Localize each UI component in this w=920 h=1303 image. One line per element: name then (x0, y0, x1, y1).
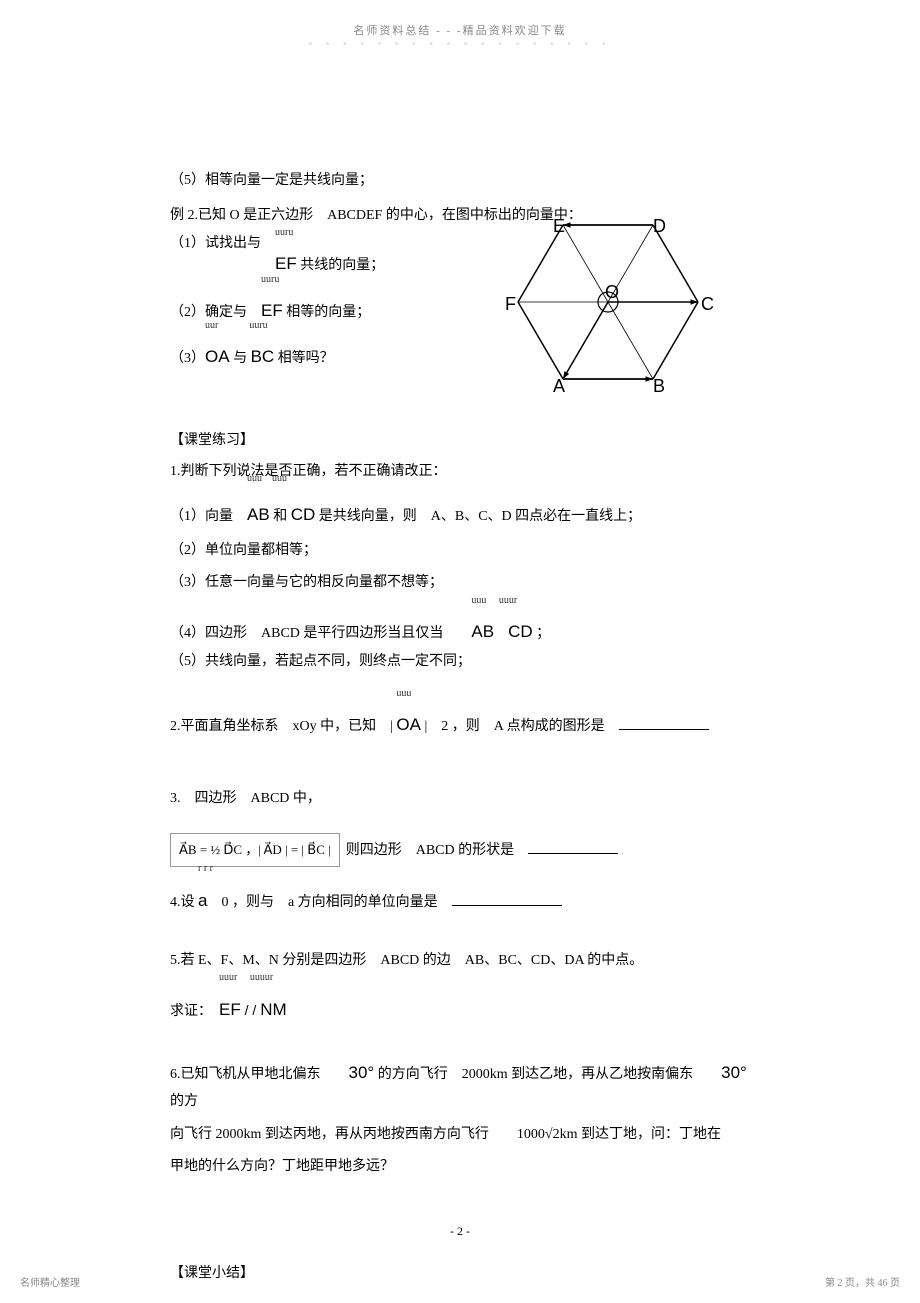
q1-title: 1.判断下列说法是否正确，若不正确请改正： （1）向量 uuu uuu (170, 463, 760, 499)
q6-l2: 向飞行 2000km 到达丙地，再从丙地按西南方向飞行 1000√2km 到达丁… (170, 1122, 760, 1149)
q1-2: （2）单位向量都相等； (170, 538, 760, 565)
page-header: 名师资料总结 - - -精品资料欢迎下载 - - - - - - - - - -… (0, 0, 920, 48)
footer-left: 名师精心整理 (20, 1274, 80, 1289)
svg-text:A: A (553, 376, 565, 396)
svg-text:E: E (553, 216, 565, 236)
q1-4: （4）四边形 ABCD 是平行四边形当且仅当 uuu uuur （4）四边形 A… (170, 603, 760, 643)
blank-line (619, 729, 709, 730)
blank-line (528, 853, 618, 854)
page-content: （5）相等向量一定是共线向量； 例 2.已知 O 是正六边形 ABCDEF 的中… (0, 48, 920, 1287)
q3: 3. 四边形 ABCD 中， (170, 786, 760, 813)
vec-ann: uuru (239, 320, 267, 331)
hexagon-figure: E D F O C A B (505, 210, 735, 410)
vec-ann: uur (205, 320, 218, 331)
svg-text:D: D (653, 216, 666, 236)
q4: 4.设 r r r 4.设 a 0 ，则与 a 方向相同的单位向量是 (170, 871, 760, 911)
q5-l2: 求证： uuur uuuur 求证： EF / / NM (170, 980, 760, 1020)
header-dots: - - - - - - - - - - - - - - - - - - (0, 38, 920, 48)
svg-text:F: F (505, 294, 516, 314)
vec-ann: uuu uuur (471, 595, 517, 606)
section-practice: 【课堂练习】 (170, 428, 760, 455)
footer-right: 第 2 页，共 46 页 (825, 1274, 900, 1289)
vec-ann: uuu uuu (247, 473, 287, 484)
vec-ann: uuur uuuur (219, 972, 273, 983)
q1-1: （1）向量 AB 和 CD 是共线向量，则 A、B、C、D 四点必在一直线上； (170, 499, 760, 531)
blank-line (452, 905, 562, 906)
svg-text:O: O (605, 282, 619, 302)
hexagon-svg: E D F O C A B (505, 210, 735, 410)
vec-ann: uuu (396, 688, 411, 699)
formula-box: A⃗B = ½ D⃗C ，| A⃗D | = | B⃗C | (170, 833, 340, 868)
q6-l3: 甲地的什么方向？丁地距甲地多远？ (170, 1154, 760, 1181)
q3-formula-line: A⃗B = ½ D⃗C ，| A⃗D | = | B⃗C |则四边形 ABCD … (170, 833, 760, 868)
vec-ann: r r r (198, 863, 213, 874)
svg-text:B: B (653, 376, 665, 396)
q5-l1: 5.若 E、F、M、N 分别是四边形 ABCD 的边 AB、BC、CD、DA 的… (170, 948, 760, 975)
svg-text:C: C (701, 294, 714, 314)
q6-l1: 6.已知飞机从甲地北偏东 30° 的方向飞行 2000km 到达乙地，再从乙地按… (170, 1057, 760, 1116)
header-title: 名师资料总结 - - -精品资料欢迎下载 (0, 22, 920, 38)
section-summary: 【课堂小结】 (170, 1261, 760, 1288)
q2: 2.平面直角坐标系 xOy 中，已知 | uuu 2.平面直角坐标系 xOy 中… (170, 696, 760, 736)
q1-3: （3）任意一向量与它的相反向量都不想等； (170, 570, 760, 597)
item-5: （5）相等向量一定是共线向量； (170, 168, 760, 195)
page-number: - 2 - (0, 1224, 920, 1239)
q1-5: （5）共线向量，若起点不同，则终点一定不同； (170, 649, 760, 676)
vec-ann: uuru (261, 274, 279, 285)
vec-ann: uuru (275, 227, 293, 238)
